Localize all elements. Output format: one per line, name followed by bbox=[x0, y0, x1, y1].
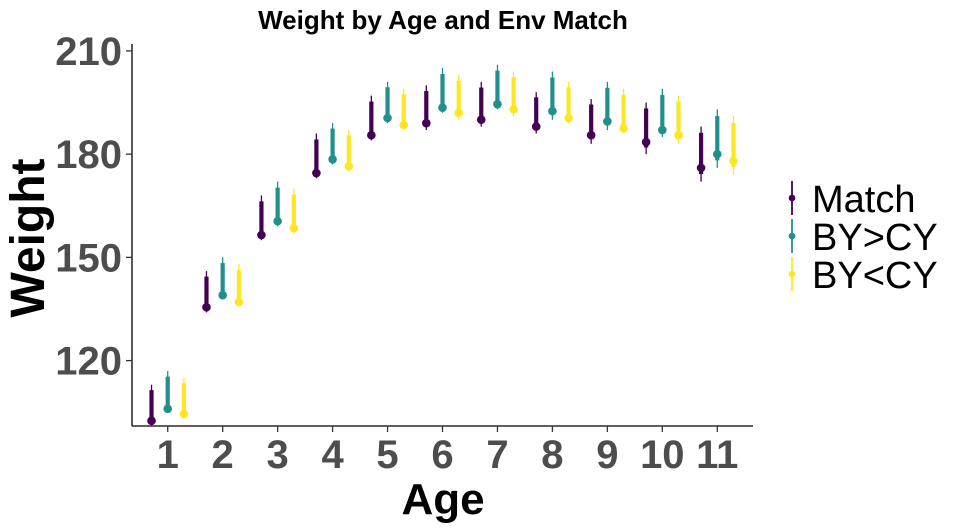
data-point bbox=[328, 154, 337, 164]
data-point bbox=[493, 99, 502, 109]
data-point bbox=[603, 117, 612, 126]
data-point bbox=[257, 230, 266, 240]
data-point bbox=[218, 290, 227, 300]
data-point bbox=[454, 108, 464, 118]
x-tick-label: 6 bbox=[431, 433, 453, 477]
legend-key-point bbox=[788, 194, 796, 202]
x-tick-label: 1 bbox=[157, 433, 179, 477]
x-tick-label: 3 bbox=[267, 433, 289, 477]
x-tick-label: 5 bbox=[376, 433, 398, 477]
x-tick-label: 10 bbox=[640, 433, 685, 477]
x-tick-label: 9 bbox=[596, 433, 618, 477]
data-point bbox=[619, 124, 628, 133]
legend-key-point bbox=[788, 232, 796, 240]
legend-label: Match bbox=[812, 179, 915, 221]
data-point bbox=[476, 115, 486, 125]
data-point bbox=[273, 216, 282, 226]
data-point bbox=[509, 105, 518, 114]
data-point bbox=[696, 163, 706, 173]
y-tick-label: 150 bbox=[55, 236, 122, 280]
data-point bbox=[289, 223, 299, 233]
data-point bbox=[422, 118, 431, 128]
data-point bbox=[163, 404, 173, 414]
legend-label: BY<CY bbox=[812, 255, 938, 297]
legend-key-point bbox=[788, 270, 796, 278]
data-point bbox=[712, 149, 722, 159]
data-point bbox=[729, 156, 738, 166]
data-point bbox=[367, 130, 376, 140]
y-tick-label: 210 bbox=[55, 30, 122, 74]
data-point bbox=[234, 297, 244, 307]
y-tick-label: 180 bbox=[55, 133, 122, 177]
data-point bbox=[548, 106, 557, 116]
data-point bbox=[383, 113, 392, 123]
data-point bbox=[531, 122, 541, 131]
y-axis-title: Weight bbox=[2, 158, 55, 317]
data-point bbox=[147, 416, 156, 426]
data-point bbox=[674, 130, 683, 140]
x-tick-label: 2 bbox=[212, 433, 234, 477]
y-tick-label: 120 bbox=[55, 340, 122, 384]
data-point bbox=[399, 120, 409, 130]
data-point bbox=[641, 137, 651, 147]
plot-area: 120 150 180 210 1 2 3 4 5 6 7 8 9 10 11 bbox=[55, 30, 753, 477]
legend-label: BY>CY bbox=[812, 217, 938, 259]
x-axis-title: Age bbox=[401, 475, 484, 524]
chart-title: Weight by Age and Env Match bbox=[258, 5, 628, 35]
x-tick-label: 11 bbox=[696, 433, 738, 477]
data-point bbox=[202, 302, 211, 312]
data-point bbox=[312, 168, 321, 178]
x-tick-label: 7 bbox=[486, 433, 508, 477]
x-tick-label: 8 bbox=[541, 433, 563, 477]
x-tick-label: 4 bbox=[321, 433, 344, 477]
data-point bbox=[344, 161, 354, 171]
data-point bbox=[586, 130, 596, 140]
data-point bbox=[438, 103, 447, 112]
data-point bbox=[179, 409, 189, 419]
data-point bbox=[564, 113, 573, 123]
data-point bbox=[658, 125, 667, 135]
